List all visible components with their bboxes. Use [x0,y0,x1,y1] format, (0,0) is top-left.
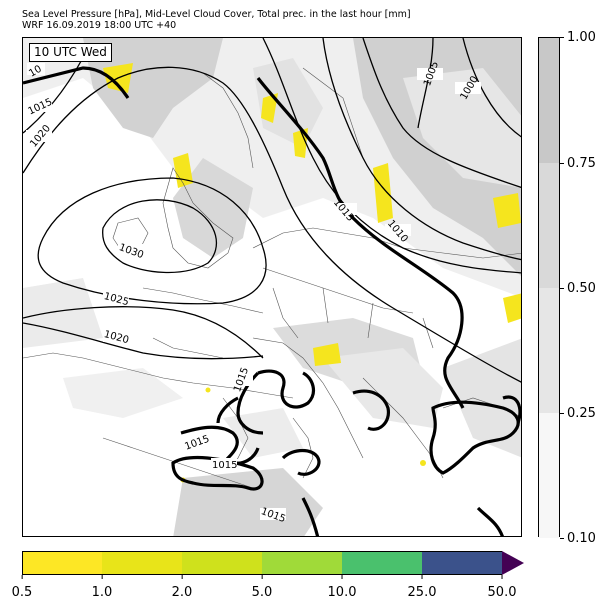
colorbar-tick-label: 2.0 [171,575,193,600]
map-title: Sea Level Pressure [hPa], Mid-Level Clou… [22,9,411,20]
precipitation-colorbar [22,551,502,575]
colorbar-tick-label: 0.5 [11,575,33,600]
colorbar-segment [539,413,559,538]
colorbar-segment [262,551,342,575]
colorbar-tick-label: 0.25 [560,407,596,420]
run-info: WRF 16.09.2019 18:00 UTC +40 [22,20,177,31]
colorbar-segment [182,551,262,575]
map-panel: 1015 1020 1030 1025 1020 1005 1000 1015 … [22,37,522,537]
colorbar-tick-label: 0.50 [560,282,596,295]
colorbar-segment [539,288,559,413]
colorbar-segment [422,551,502,575]
colorbar-tick-label: 1.00 [560,31,596,44]
colorbar-extend-arrow [502,551,524,575]
colorbar-tick-label: 5.0 [251,575,273,600]
colorbar-tick-label: 1.0 [91,575,113,600]
isobar-label: 1015 [212,460,237,471]
colorbar-tick-label: 10.0 [327,575,357,600]
colorbar-tick-label: 0.10 [560,532,596,545]
colorbar-tick-label: 0.75 [560,157,596,170]
cloud-cover-colorbar [538,37,560,538]
isobar-label: 1015 [26,97,54,118]
colorbar-segment [539,38,559,163]
precipitation-layer [103,63,521,483]
map-canvas: 1015 1020 1030 1025 1020 1005 1000 1015 … [23,38,521,536]
colorbar-segment [539,163,559,288]
valid-time-label: 10 UTC Wed [29,43,112,62]
colorbar-segment [22,551,102,575]
colorbar-segment [102,551,182,575]
colorbar-tick-label: 25.0 [407,575,437,600]
colorbar-segment [342,551,422,575]
colorbar-tick-label: 50.0 [487,575,517,600]
